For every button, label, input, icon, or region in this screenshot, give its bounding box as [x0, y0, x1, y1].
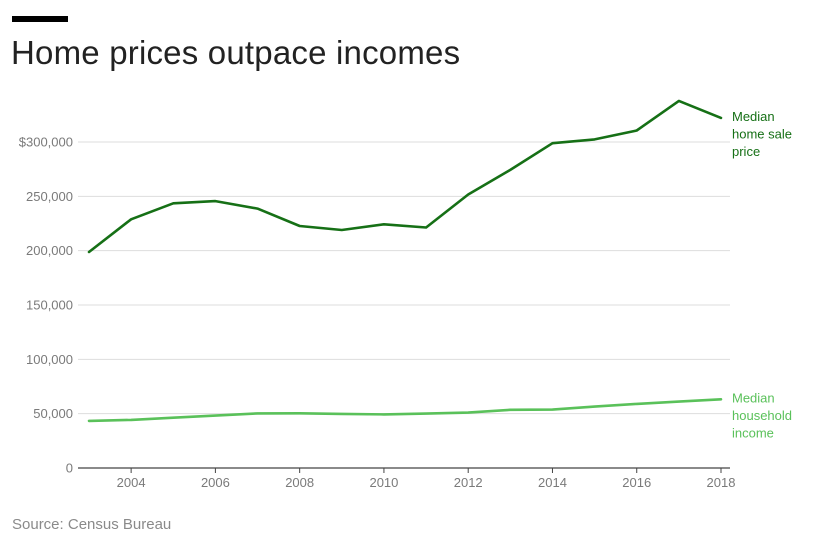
- x-tick-label: 2018: [707, 475, 736, 490]
- x-tick-label: 2010: [369, 475, 398, 490]
- household-income-series-label: household: [732, 408, 792, 423]
- title-accent-bar: [12, 16, 68, 22]
- x-tick-label: 2012: [454, 475, 483, 490]
- home-price-series-label: price: [732, 144, 760, 159]
- y-tick-label: $300,000: [19, 135, 73, 150]
- y-tick-label: 150,000: [26, 298, 73, 313]
- chart-title: Home prices outpace incomes: [11, 34, 461, 71]
- household-income-line: [87, 397, 723, 423]
- y-tick-label: 0: [66, 461, 73, 476]
- home-price-series-label: Median: [732, 109, 775, 124]
- x-tick-label: 2014: [538, 475, 567, 490]
- x-tick-label: 2008: [285, 475, 314, 490]
- source-note: Source: Census Bureau: [12, 516, 172, 533]
- y-tick-label: 200,000: [26, 243, 73, 258]
- y-tick-label: 50,000: [33, 406, 73, 421]
- x-tick-label: 2006: [201, 475, 230, 490]
- household-income-series-label: income: [732, 425, 774, 440]
- y-tick-label: 250,000: [26, 189, 73, 204]
- y-tick-label: 100,000: [26, 352, 73, 367]
- home-price-line: [87, 99, 723, 254]
- x-tick-label: 2004: [117, 475, 146, 490]
- home-price-series-label: home sale: [732, 126, 792, 141]
- household-income-series-label: Median: [732, 390, 775, 405]
- x-tick-label: 2016: [622, 475, 651, 490]
